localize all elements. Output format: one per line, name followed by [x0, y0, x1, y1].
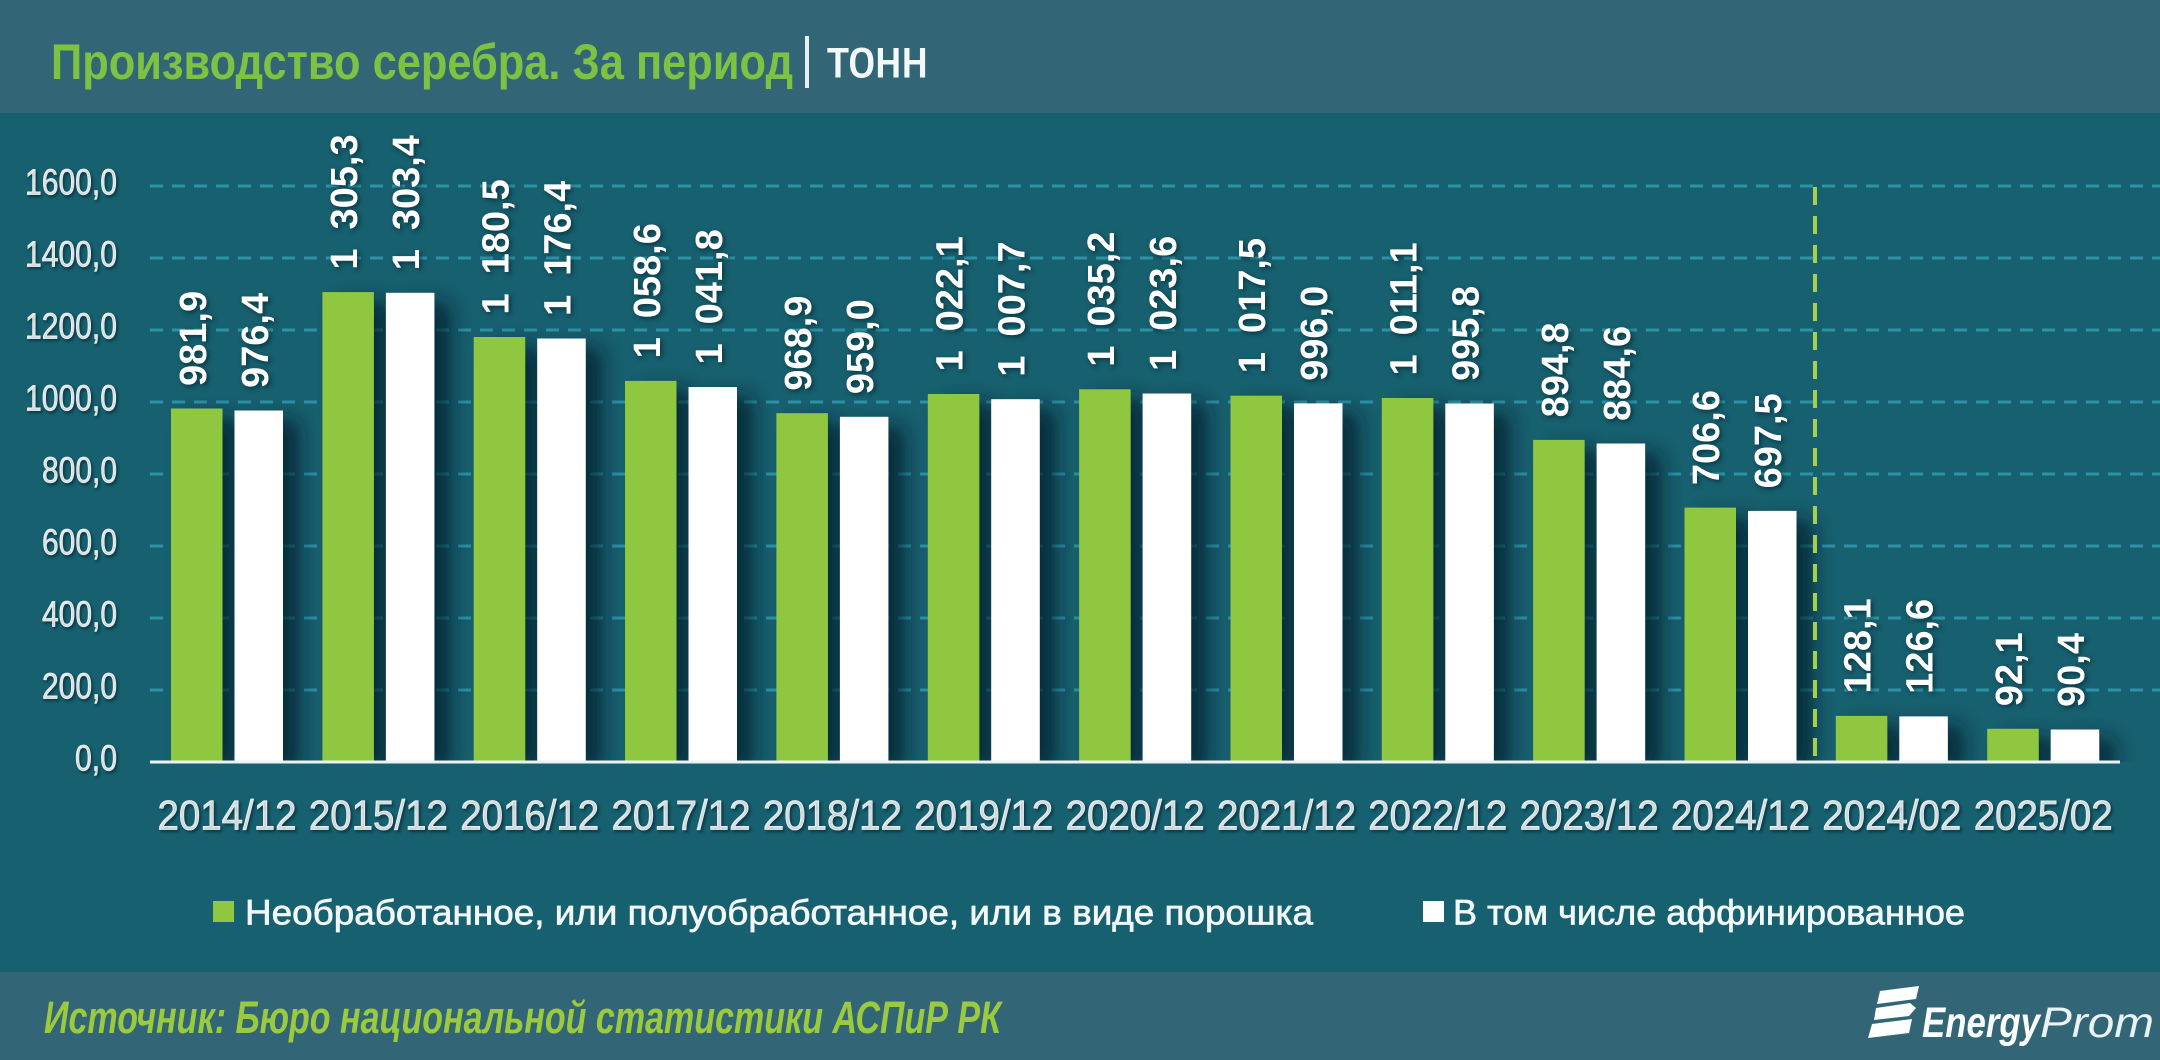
svg-text:Prom: Prom — [2040, 999, 2154, 1047]
svg-text:1 011,1: 1 011,1 — [1384, 242, 1426, 375]
svg-text:996,0: 996,0 — [1294, 286, 1336, 381]
svg-text:894,8: 894,8 — [1535, 322, 1577, 417]
svg-text:2024/02: 2024/02 — [1822, 792, 1961, 839]
svg-text:800,0: 800,0 — [42, 450, 117, 491]
svg-text:90,4: 90,4 — [2051, 633, 2093, 707]
svg-text:128,1: 128,1 — [1838, 598, 1880, 693]
svg-text:2023/12: 2023/12 — [1520, 792, 1659, 839]
svg-text:1 303,4: 1 303,4 — [386, 135, 428, 270]
svg-text:706,6: 706,6 — [1686, 390, 1728, 485]
svg-text:Производство серебра. За перио: Производство серебра. За период — [51, 34, 793, 90]
svg-text:981,9: 981,9 — [173, 291, 215, 386]
svg-text:2016/12: 2016/12 — [460, 792, 599, 839]
svg-text:1200,0: 1200,0 — [25, 306, 117, 347]
svg-text:2015/12: 2015/12 — [309, 792, 448, 839]
svg-text:1 176,4: 1 176,4 — [538, 181, 580, 316]
svg-text:1 022,1: 1 022,1 — [930, 236, 972, 371]
svg-text:1 041,8: 1 041,8 — [689, 229, 731, 364]
svg-text:968,9: 968,9 — [778, 296, 820, 391]
svg-text:1000,0: 1000,0 — [25, 378, 117, 419]
svg-text:0,0: 0,0 — [75, 738, 117, 779]
svg-text:тонн: тонн — [827, 29, 928, 89]
svg-text:1 035,2: 1 035,2 — [1081, 232, 1123, 367]
svg-text:200,0: 200,0 — [42, 666, 117, 707]
svg-text:600,0: 600,0 — [42, 522, 117, 563]
svg-text:2022/12: 2022/12 — [1368, 792, 1507, 839]
svg-text:2021/12: 2021/12 — [1217, 792, 1356, 839]
svg-text:400,0: 400,0 — [42, 594, 117, 635]
svg-text:92,1: 92,1 — [1989, 632, 2031, 706]
svg-text:2017/12: 2017/12 — [612, 792, 751, 839]
svg-text:Источник: Бюро национальной ст: Источник: Бюро национальной статистики А… — [44, 992, 1004, 1043]
svg-text:2018/12: 2018/12 — [763, 792, 902, 839]
svg-text:976,4: 976,4 — [235, 293, 277, 388]
svg-text:995,8: 995,8 — [1446, 286, 1488, 381]
svg-text:2019/12: 2019/12 — [914, 792, 1053, 839]
svg-text:2020/12: 2020/12 — [1066, 792, 1205, 839]
svg-text:697,5: 697,5 — [1748, 393, 1790, 488]
svg-text:884,6: 884,6 — [1597, 326, 1639, 421]
svg-text:1 023,6: 1 023,6 — [1143, 236, 1185, 371]
svg-text:1 305,3: 1 305,3 — [324, 134, 366, 269]
svg-text:Energy: Energy — [1922, 999, 2042, 1047]
svg-text:2025/02: 2025/02 — [1974, 792, 2113, 839]
svg-text:2024/12: 2024/12 — [1671, 792, 1810, 839]
svg-text:1 058,6: 1 058,6 — [627, 223, 669, 358]
svg-text:126,6: 126,6 — [1900, 599, 1942, 694]
svg-text:Необработанное, или полуобрабо: Необработанное, или полуобработанное, ил… — [245, 894, 1314, 933]
svg-text:1400,0: 1400,0 — [25, 234, 117, 275]
svg-text:1600,0: 1600,0 — [25, 162, 117, 203]
svg-text:959,0: 959,0 — [840, 299, 882, 394]
svg-text:2014/12: 2014/12 — [158, 792, 297, 839]
svg-text:1 017,5: 1 017,5 — [1232, 238, 1274, 373]
svg-text:1 180,5: 1 180,5 — [475, 179, 517, 314]
svg-text:В том числе аффинированное: В том числе аффинированное — [1453, 894, 1965, 933]
svg-text:1 007,7: 1 007,7 — [992, 241, 1034, 376]
